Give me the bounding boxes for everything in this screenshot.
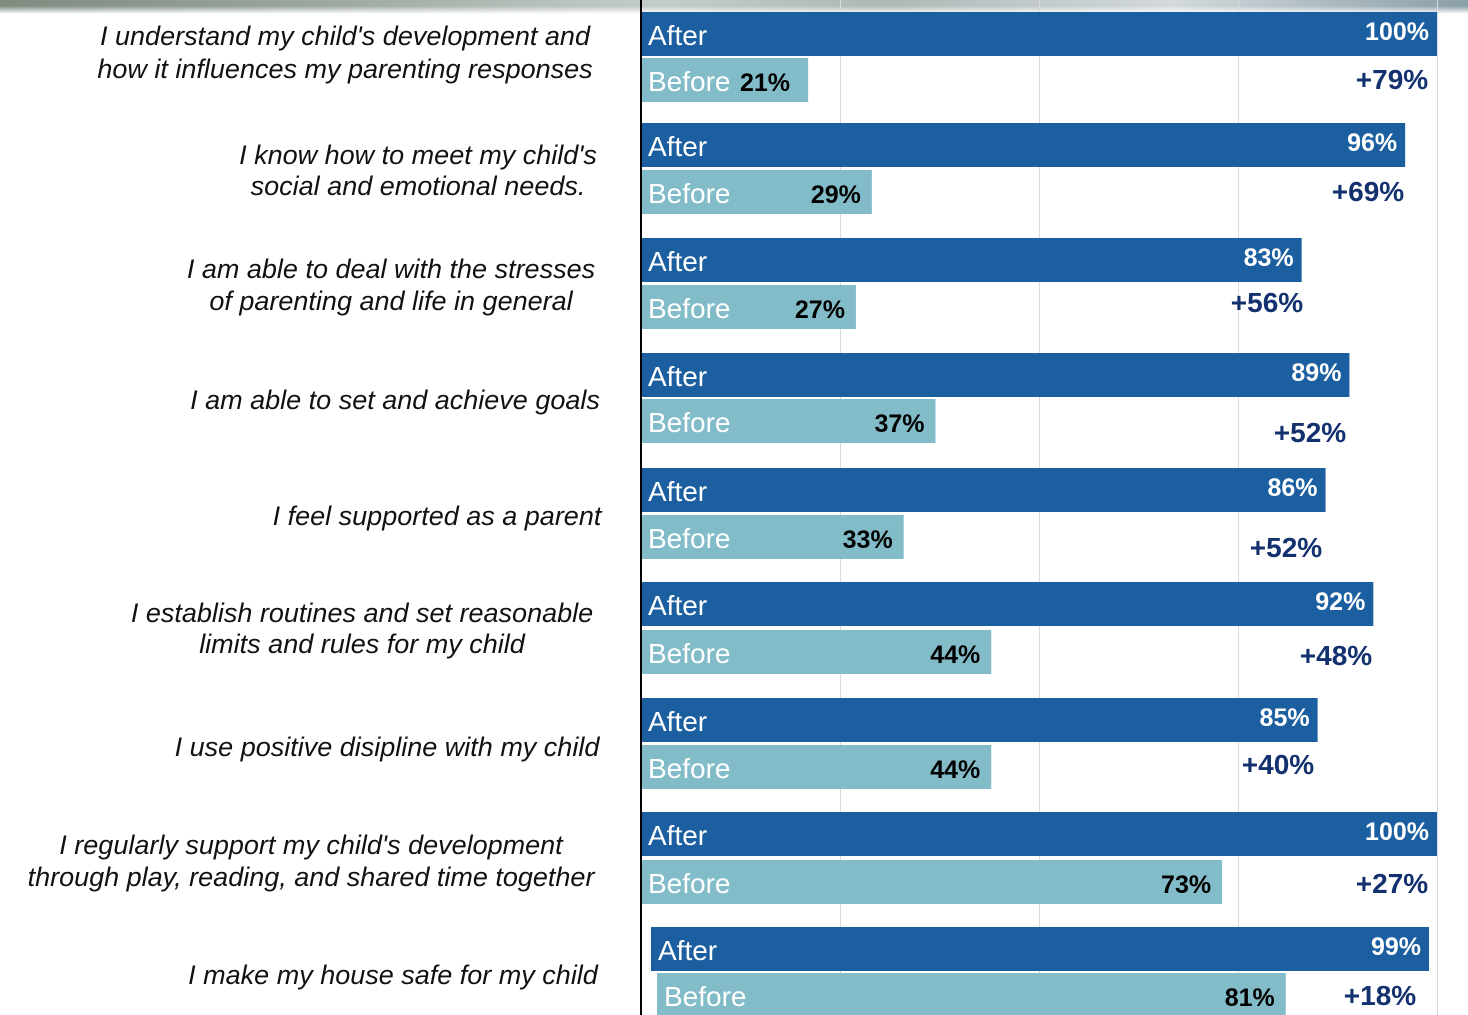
before-bar [641,399,936,443]
after-bar-label: After [658,935,717,966]
after-bar-label: After [648,361,707,392]
after-bar [641,698,1318,742]
before-value-label: 33% [843,526,893,554]
category-label: I am able to set and achieve goals [190,385,600,415]
before-value-label: 27% [795,296,845,324]
category-label: I feel supported as a parent [273,501,603,531]
before-bar [641,170,872,214]
after-bar [641,123,1406,167]
category-label: I understand my child's development and [100,21,591,51]
after-bar [641,12,1437,56]
after-value-label: 99% [1371,933,1421,961]
after-value-label: 100% [1365,818,1429,846]
category-label: of parenting and life in general [209,286,573,316]
before-value-label: 37% [874,410,924,438]
category-labels: I understand my child's development andh… [28,21,603,990]
category-label: I know how to meet my child's [239,140,597,170]
before-bar-label: Before [648,293,731,324]
before-bar-label: Before [648,868,731,899]
after-bar [641,812,1437,856]
change-label: +79% [1356,64,1428,95]
before-bar [657,973,1286,1015]
before-bar [641,630,992,674]
category-label: I am able to deal with the stresses [187,254,595,284]
change-label: +52% [1274,417,1346,448]
category-label: I use positive disipline with my child [175,732,601,762]
category-label: limits and rules for my child [199,629,526,659]
after-bar [651,927,1430,971]
category-label: I make my house safe for my child [188,960,599,990]
before-value-label: 21% [740,69,790,97]
before-value-label: 44% [930,641,980,669]
before-bar-label: Before [648,66,731,97]
after-bar-label: After [648,131,707,162]
after-value-label: 85% [1260,704,1310,732]
change-label: +69% [1332,176,1404,207]
before-bar-label: Before [648,523,731,554]
before-value-label: 44% [930,756,980,784]
change-label: +56% [1231,287,1303,318]
before-bar-label: Before [648,753,731,784]
after-bar [641,582,1374,626]
before-bar-label: Before [664,981,747,1012]
after-bar-label: After [648,246,707,277]
change-label: +27% [1356,868,1428,899]
after-bar-label: After [648,706,707,737]
header-photo-strip [0,0,1468,14]
after-value-label: 100% [1365,18,1429,46]
before-bar [641,285,856,329]
after-value-label: 96% [1347,129,1397,157]
after-value-label: 83% [1244,244,1294,272]
category-label: social and emotional needs. [251,171,586,201]
after-value-label: 92% [1315,588,1365,616]
before-value-label: 81% [1225,984,1275,1012]
labels: After Before 100% 21% +79% After Before 96% 29% +… [648,18,1429,1012]
after-bar [641,238,1302,282]
after-value-label: 89% [1291,359,1341,387]
after-bar-label: After [648,820,707,851]
category-label: how it influences my parenting responses [97,54,592,84]
after-bar-label: After [648,590,707,621]
before-bar-label: Before [648,638,731,669]
before-bar [641,860,1223,904]
after-bar [641,468,1326,512]
category-label: through play, reading, and shared time t… [28,862,596,892]
change-label: +18% [1344,980,1416,1011]
after-bar [641,353,1350,397]
before-bar [641,745,992,789]
before-bar-label: Before [648,178,731,209]
change-label: +52% [1250,532,1322,563]
change-label: +48% [1300,640,1372,671]
bars [641,12,1437,1015]
after-value-label: 86% [1268,474,1318,502]
before-value-label: 29% [811,181,861,209]
after-bar-label: After [648,20,707,51]
category-label: I regularly support my child's developme… [59,830,564,860]
before-bar-label: Before [648,407,731,438]
before-bar [641,515,904,559]
after-bar-label: After [648,476,707,507]
change-label: +40% [1242,749,1314,780]
before-bar [641,58,809,102]
before-value-label: 73% [1161,871,1211,899]
category-label: I establish routines and set reasonable [131,598,593,628]
